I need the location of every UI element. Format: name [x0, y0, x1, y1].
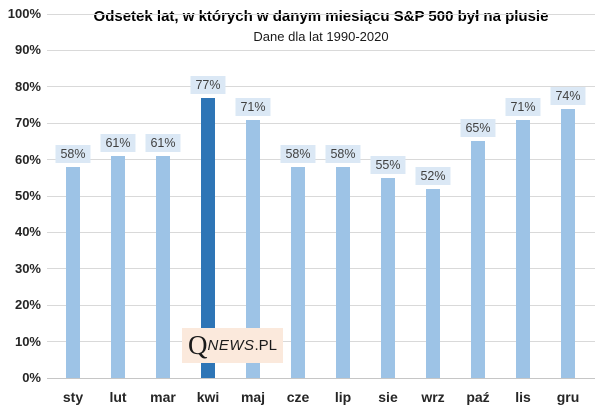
data-label-kwi: 77%	[190, 75, 226, 94]
data-label-sty: 58%	[55, 144, 91, 163]
x-axis-label-paź: paź	[466, 389, 490, 405]
y-axis-tick-label: 10%	[14, 333, 41, 349]
y-axis-tick-label: 60%	[14, 151, 41, 167]
x-axis-label-maj: maj	[240, 389, 266, 405]
bar-lip	[336, 166, 350, 378]
gridline-20%	[47, 304, 595, 306]
x-axis-label-lis: lis	[515, 389, 531, 405]
chart-title: Odsetek lat, w których w danym miesiącu …	[93, 8, 549, 25]
watermark-pl-suffix: .PL	[254, 337, 277, 354]
bar-kwi-highlighted	[201, 97, 215, 378]
x-axis-label-sie: sie	[378, 389, 398, 405]
y-axis-tick-label: 30%	[14, 260, 41, 276]
gridline-50%	[47, 195, 595, 197]
plot-area: 58% sty 61% lut 61% mar 77% kwi 71% maj 58% cze 58% l…	[47, 13, 595, 405]
bar-sie	[381, 177, 395, 378]
y-axis-tick-label: 40%	[14, 224, 41, 240]
y-axis: 0% 10% 20% 30% 40% 50% 60% 70% 80% 90% 100%	[0, 6, 41, 385]
chart-subtitle: Dane dla lat 1990-2020	[253, 29, 389, 44]
y-axis-tick-label: 70%	[14, 115, 41, 131]
data-label-mar: 61%	[145, 133, 181, 152]
gridline-80%	[47, 86, 595, 88]
y-axis-tick-label: 20%	[14, 297, 41, 313]
x-axis-label-kwi: kwi	[196, 389, 220, 405]
data-label-lis: 71%	[505, 97, 541, 116]
y-axis-tick-label: 90%	[14, 42, 41, 58]
data-label-lip: 58%	[325, 144, 361, 163]
data-label-maj: 71%	[235, 97, 271, 116]
watermark-q-letter: Q	[187, 330, 208, 360]
watermark-news-text: NEWS	[207, 337, 255, 354]
bar-mar	[156, 155, 170, 378]
x-axis-label-gru: gru	[556, 389, 580, 405]
data-label-wrz: 52%	[415, 166, 451, 185]
x-axis-label-mar: mar	[150, 389, 176, 405]
y-axis-tick-label: 0%	[22, 370, 41, 385]
bar-maj	[246, 119, 260, 378]
x-axis-label-lut: lut	[109, 389, 127, 405]
bar-cze	[291, 166, 305, 378]
bar-paź	[471, 141, 485, 378]
y-axis-tick-label: 100%	[7, 6, 41, 21]
data-label-paź: 65%	[460, 119, 496, 138]
bar-lis	[516, 119, 530, 378]
gridline-100%	[47, 13, 595, 15]
gridline-30%	[47, 268, 595, 270]
x-axis-label-sty: sty	[62, 389, 84, 405]
data-label-sie: 55%	[370, 155, 406, 174]
gridline-40%	[47, 231, 595, 233]
bar-sty	[66, 166, 80, 378]
gridline-70%	[47, 122, 595, 124]
bar-wrz	[426, 188, 440, 378]
y-axis-tick-label: 50%	[14, 188, 41, 203]
gridline-60%	[47, 159, 595, 161]
data-label-cze: 58%	[280, 144, 316, 163]
qnews-watermark: Q NEWS .PL	[182, 328, 283, 363]
data-label-gru: 74%	[550, 86, 586, 105]
bar-lut	[111, 155, 125, 378]
data-label-lut: 61%	[100, 133, 136, 152]
y-axis-tick-label: 80%	[14, 78, 41, 94]
x-axis-label-wrz: wrz	[421, 389, 445, 405]
x-axis-label-lip: lip	[334, 389, 352, 405]
bar-gru	[561, 108, 575, 378]
gridline-90%	[47, 49, 595, 51]
x-axis-label-cze: cze	[286, 389, 310, 405]
gridline-10%	[47, 341, 595, 343]
